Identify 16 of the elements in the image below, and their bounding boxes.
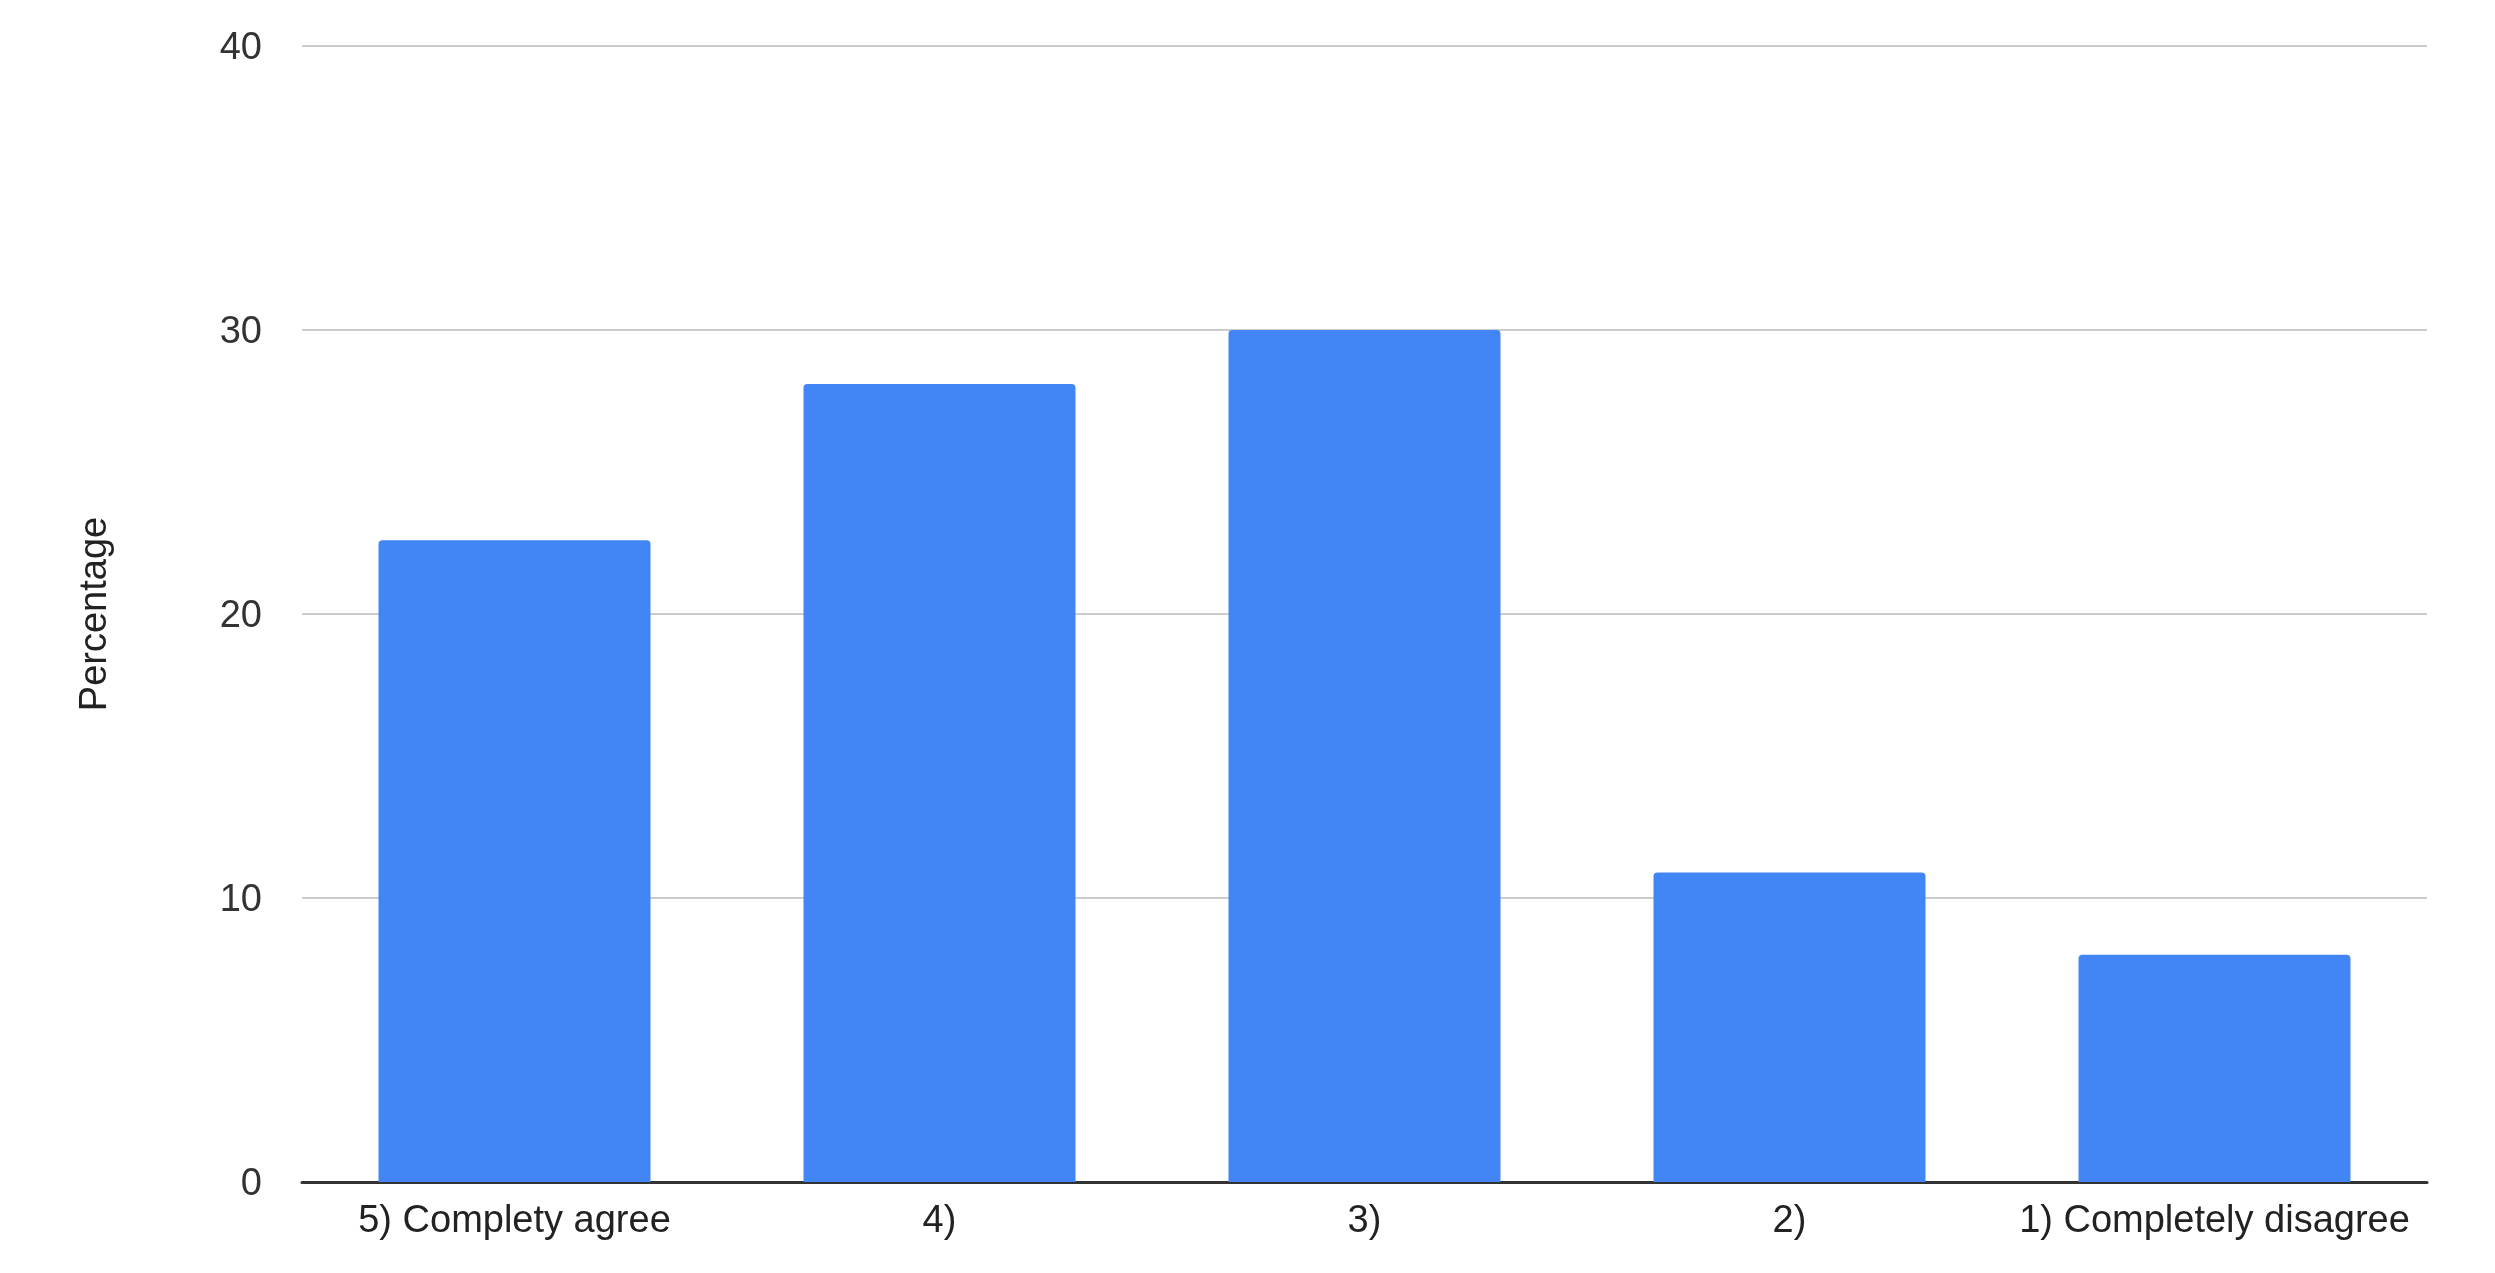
x-tick-label: 4): [922, 1198, 957, 1240]
x-tick-label: 3): [1347, 1198, 1382, 1240]
y-tick-label: 20: [219, 593, 262, 635]
x-tick-label: 5) Complety agree: [358, 1198, 671, 1240]
x-tick-label: 1) Completely disagree: [2019, 1198, 2410, 1240]
y-tick-label: 10: [219, 877, 262, 919]
bar: [2078, 954, 2351, 1182]
bar: [378, 540, 651, 1182]
bar: [803, 383, 1076, 1182]
y-axis-title: Percentage: [72, 516, 114, 712]
bar: [1653, 872, 1926, 1182]
y-tick-label: 40: [219, 25, 262, 67]
y-tick-label: 0: [240, 1161, 262, 1203]
x-tick-label: 2): [1772, 1198, 1807, 1240]
bar: [1228, 330, 1501, 1182]
y-tick-label: 30: [219, 309, 262, 351]
